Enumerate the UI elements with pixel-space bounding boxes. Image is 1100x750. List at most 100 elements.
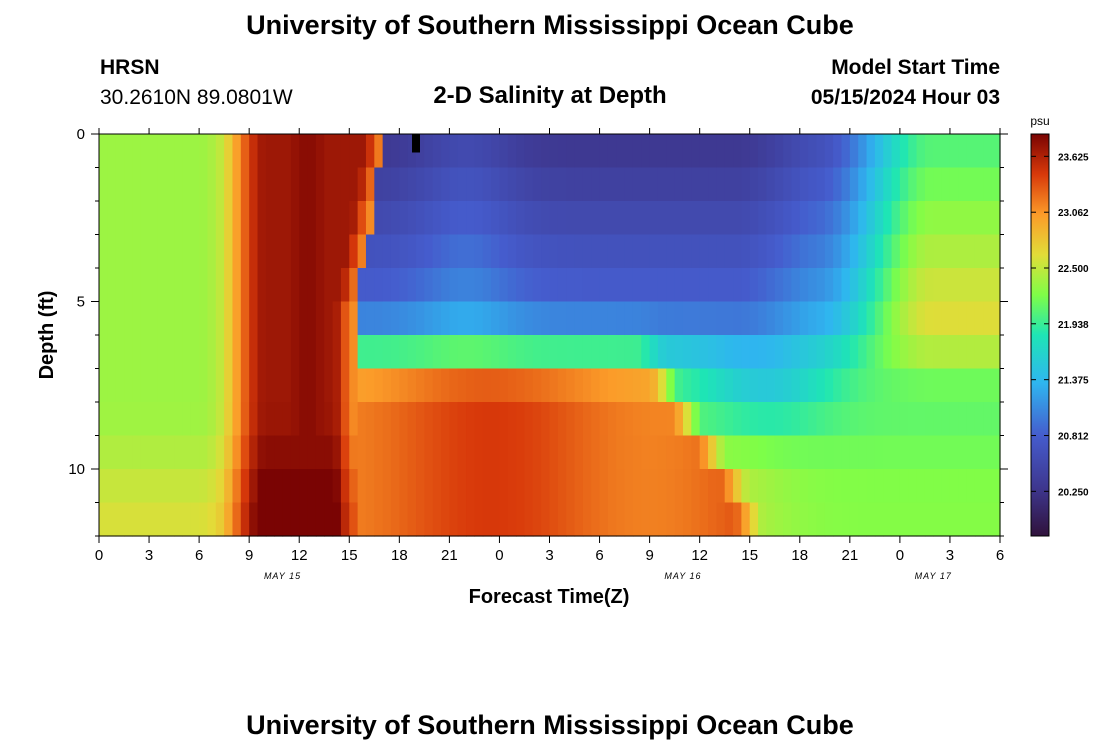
heat-cell bbox=[649, 268, 659, 303]
heat-cell bbox=[582, 268, 592, 303]
heat-cell bbox=[374, 301, 384, 336]
heat-cell bbox=[199, 167, 209, 202]
heat-cell bbox=[224, 167, 234, 202]
heat-cell bbox=[541, 134, 551, 169]
heat-cell bbox=[949, 201, 959, 236]
heat-cell bbox=[190, 469, 200, 504]
heat-cell bbox=[499, 502, 509, 537]
heat-cell bbox=[282, 201, 292, 236]
model-start-label: Model Start Time bbox=[831, 56, 1000, 79]
heat-cell bbox=[849, 134, 859, 169]
heat-cell bbox=[724, 201, 734, 236]
colorbar-tick-label: 22.500 bbox=[1058, 264, 1089, 275]
heat-cell bbox=[858, 402, 868, 437]
heat-cell bbox=[365, 435, 375, 470]
heat-cell bbox=[566, 368, 576, 403]
heat-cell bbox=[666, 301, 676, 336]
heat-cell bbox=[599, 301, 609, 336]
heat-cell bbox=[607, 335, 617, 370]
heat-cell bbox=[140, 268, 150, 303]
heat-cell bbox=[657, 368, 667, 403]
heat-cell bbox=[599, 134, 609, 169]
heat-cell bbox=[382, 201, 392, 236]
heat-cell bbox=[966, 234, 976, 269]
heat-cell bbox=[682, 167, 692, 202]
heat-cell bbox=[199, 435, 209, 470]
heat-cell bbox=[174, 435, 184, 470]
heat-cell bbox=[708, 402, 717, 437]
heat-cell bbox=[682, 435, 692, 470]
heat-cell bbox=[858, 268, 868, 303]
heat-cell bbox=[516, 134, 526, 169]
heat-cell bbox=[749, 368, 759, 403]
heat-cell bbox=[315, 469, 325, 504]
heat-cell bbox=[307, 335, 317, 370]
heat-cell bbox=[357, 134, 367, 169]
heat-cell bbox=[699, 167, 709, 202]
heat-cell bbox=[432, 234, 442, 269]
heat-cell bbox=[908, 301, 918, 336]
heat-cell bbox=[424, 134, 434, 169]
heat-cell bbox=[307, 368, 317, 403]
heat-cell bbox=[449, 435, 459, 470]
heat-cell bbox=[274, 469, 284, 504]
heat-cell bbox=[858, 167, 868, 202]
heat-cell bbox=[224, 469, 234, 504]
heat-cell bbox=[115, 134, 125, 169]
heat-cell bbox=[724, 402, 734, 437]
heat-cell bbox=[165, 368, 175, 403]
heat-cell bbox=[766, 134, 776, 169]
heat-cell bbox=[808, 134, 818, 169]
heat-cell bbox=[557, 268, 567, 303]
heat-cell bbox=[499, 402, 509, 437]
heat-cell bbox=[432, 402, 442, 437]
heat-cell bbox=[124, 502, 133, 537]
heat-cell bbox=[816, 268, 826, 303]
heat-cell bbox=[407, 268, 417, 303]
heat-cell bbox=[532, 167, 542, 202]
heat-cell bbox=[199, 469, 209, 504]
heat-cell bbox=[874, 368, 884, 403]
heat-cell bbox=[399, 469, 409, 504]
heat-cell bbox=[390, 201, 400, 236]
heat-cell bbox=[749, 469, 759, 504]
heat-cell bbox=[157, 234, 167, 269]
heat-cell bbox=[641, 502, 651, 537]
heat-cell bbox=[966, 268, 976, 303]
heat-cell bbox=[149, 134, 158, 169]
heat-cell bbox=[449, 335, 459, 370]
heat-cell bbox=[207, 201, 217, 236]
heat-cell bbox=[449, 502, 459, 537]
heat-cell bbox=[591, 435, 601, 470]
heat-cell bbox=[849, 435, 859, 470]
heat-cell bbox=[649, 335, 659, 370]
heat-cell bbox=[791, 234, 801, 269]
heat-cell bbox=[657, 234, 667, 269]
heat-cell bbox=[616, 201, 626, 236]
heat-cell bbox=[891, 134, 901, 169]
heat-cell bbox=[466, 368, 476, 403]
heat-cell bbox=[733, 268, 742, 303]
heat-cell bbox=[382, 167, 392, 202]
heat-cell bbox=[849, 402, 859, 437]
heat-cell bbox=[949, 134, 959, 169]
heat-cell bbox=[941, 167, 951, 202]
heat-cell bbox=[866, 167, 876, 202]
heat-cell bbox=[524, 201, 534, 236]
heat-cell bbox=[716, 335, 726, 370]
heat-cell bbox=[916, 335, 926, 370]
heat-cell bbox=[741, 201, 751, 236]
heat-cell bbox=[482, 469, 492, 504]
heat-cell bbox=[958, 368, 968, 403]
heat-cell bbox=[891, 435, 901, 470]
y-tick-label: 5 bbox=[77, 294, 85, 311]
heat-cell bbox=[991, 201, 1001, 236]
heat-cell bbox=[607, 368, 617, 403]
heat-cell bbox=[332, 134, 342, 169]
heat-cell bbox=[841, 134, 851, 169]
heat-cell bbox=[107, 201, 117, 236]
heat-cell bbox=[816, 435, 826, 470]
heat-cell bbox=[607, 268, 617, 303]
heat-cell bbox=[908, 167, 918, 202]
heat-cell bbox=[474, 502, 484, 537]
